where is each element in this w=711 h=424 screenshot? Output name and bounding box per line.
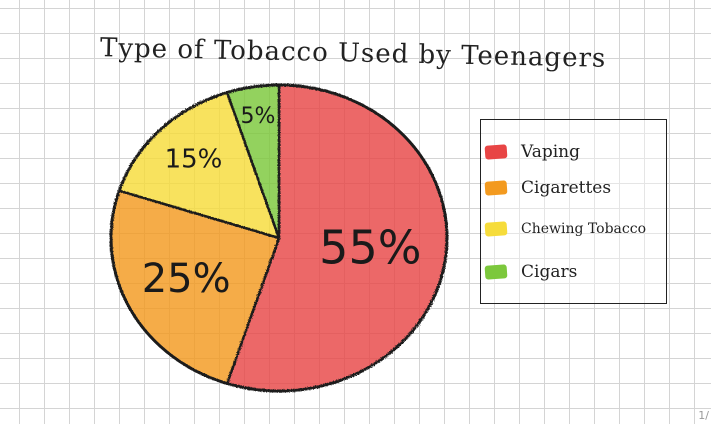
legend-swatch-cigars <box>484 264 508 280</box>
pie-outline <box>109 83 449 393</box>
data-label-cigarettes: 25% <box>142 256 231 302</box>
legend-label-cigars: Cigars <box>521 262 578 282</box>
data-label-chewing-tobacco: 15% <box>165 145 223 175</box>
legend-item-cigarettes: Cigarettes <box>481 176 611 200</box>
legend-swatch-cigarettes <box>484 180 508 196</box>
legend: Vaping Cigarettes Chewing Tobacco Cigars <box>480 119 667 304</box>
legend-label-vaping: Vaping <box>521 142 581 162</box>
legend-swatch-vaping <box>484 144 508 160</box>
legend-item-vaping: Vaping <box>481 140 580 164</box>
legend-swatch-chewing-tobacco <box>484 221 508 237</box>
page-indicator: 1/ <box>698 409 709 422</box>
legend-item-cigars: Cigars <box>481 260 577 284</box>
data-label-cigars: 5% <box>241 104 276 129</box>
legend-label-cigarettes: Cigarettes <box>521 178 612 198</box>
legend-label-chewing-tobacco: Chewing Tobacco <box>521 221 647 237</box>
legend-item-chewing-tobacco: Chewing Tobacco <box>481 217 646 241</box>
data-label-vaping: 55% <box>319 221 421 275</box>
